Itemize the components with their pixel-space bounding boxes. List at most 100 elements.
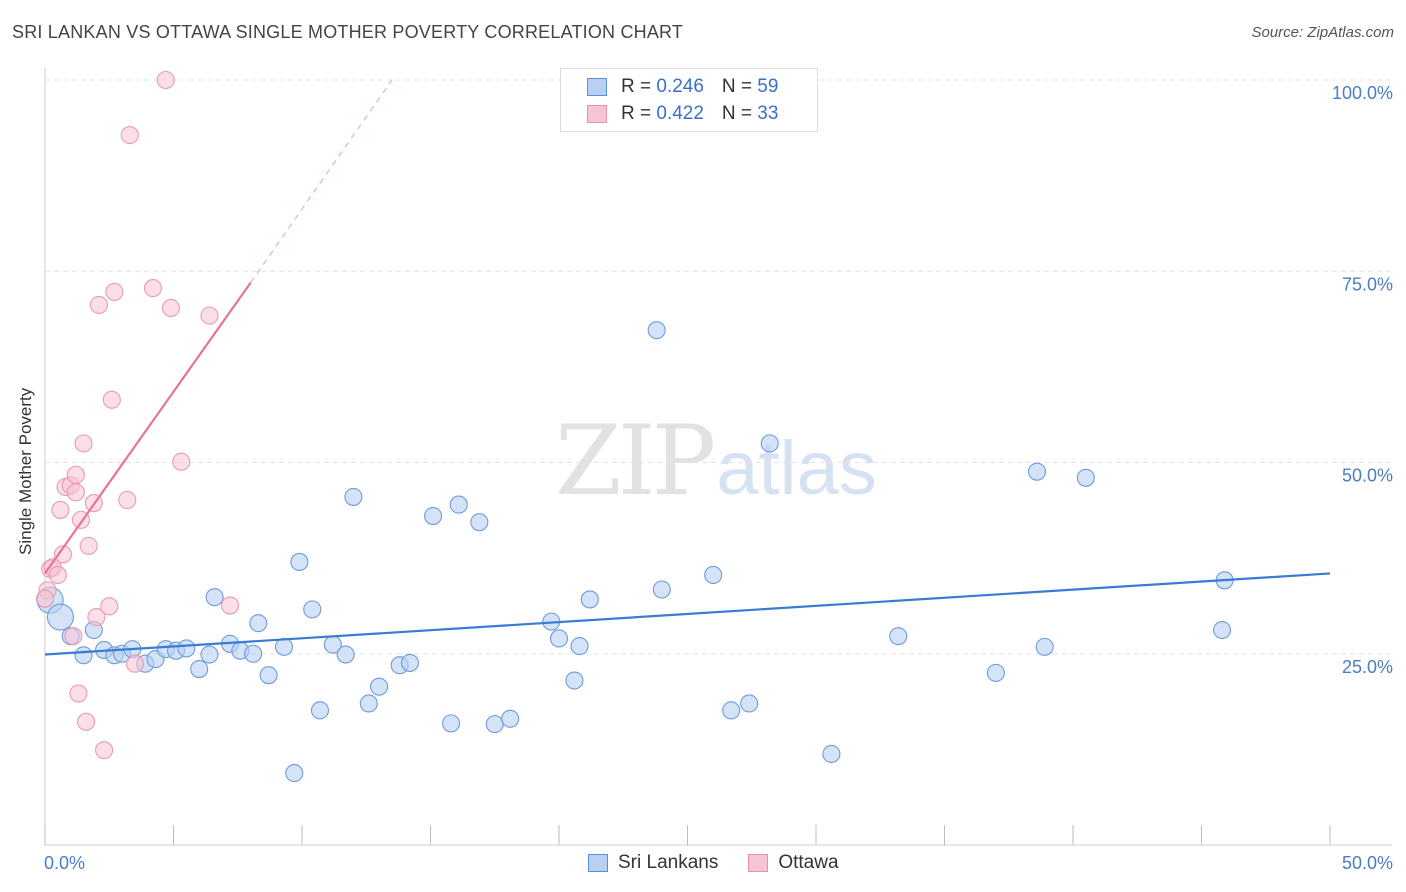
y-tick-label: 50.0% (1342, 466, 1393, 486)
point-ottawa (143, 279, 162, 298)
point-ottawa (172, 452, 191, 471)
point-sri-lankans (1213, 620, 1232, 640)
point-sri-lankans (652, 580, 671, 599)
point-sri-lankans (442, 714, 461, 733)
legend-n-label: N = (721, 76, 758, 97)
point-sri-lankans (501, 709, 520, 728)
point-sri-lankans (344, 487, 363, 506)
point-sri-lankans (722, 701, 741, 720)
x-tick-label: 0.0% (44, 853, 85, 873)
point-sri-lankans (704, 565, 723, 585)
point-sri-lankans (336, 645, 355, 664)
point-sri-lankans (400, 653, 419, 672)
legend-n-label: N = (721, 103, 758, 124)
point-sri-lankans (986, 663, 1005, 682)
point-sri-lankans (740, 694, 759, 713)
trendlines (44, 79, 1331, 656)
point-sri-lankans (205, 588, 224, 607)
point-sri-lankans (249, 614, 268, 633)
point-ottawa (87, 607, 106, 627)
point-ottawa (125, 654, 144, 673)
y-tick-label: 75.0% (1342, 274, 1393, 294)
point-ottawa (51, 500, 70, 519)
point-ottawa (105, 282, 124, 301)
point-sri-lankans (370, 677, 389, 696)
axes (44, 68, 1392, 846)
point-ottawa (48, 565, 67, 585)
point-sri-lankans (580, 590, 599, 609)
legend-r-value: 0.246 (656, 76, 704, 97)
point-ottawa (161, 298, 180, 318)
trendline-ottawa (44, 282, 252, 575)
tick-labels: 25.0% 50.0% 75.0% 100.0% 0.0% 50.0% (44, 83, 1393, 873)
legend-label-ottawa: Ottawa (778, 852, 839, 873)
y-tick-label: 25.0% (1342, 657, 1393, 677)
point-sri-lankans (424, 506, 443, 526)
legend-row-ottawa: R = 0.422 N = 33 (587, 102, 778, 126)
legend-swatch-ottawa (748, 854, 769, 872)
point-ottawa (95, 741, 114, 760)
point-sri-lankans (760, 434, 779, 453)
point-sri-lankans (565, 671, 584, 690)
point-sri-lankans (46, 603, 74, 631)
x-tick-label: 50.0% (1342, 853, 1393, 873)
point-ottawa (66, 483, 85, 502)
y-tick-label: 100.0% (1332, 83, 1393, 103)
point-sri-lankans (359, 694, 378, 713)
point-ottawa (77, 712, 96, 731)
point-ottawa (118, 490, 137, 510)
point-sri-lankans (485, 715, 504, 734)
watermark-atlas: atlas (716, 426, 877, 511)
trendline-ottawa-extension (250, 79, 393, 284)
point-sri-lankans (1076, 468, 1095, 487)
point-sri-lankans (177, 639, 196, 658)
point-ottawa (89, 295, 109, 314)
point-ottawa (35, 589, 55, 608)
point-sri-lankans (310, 701, 330, 720)
legend-swatch-blue (587, 78, 607, 96)
point-ottawa (156, 70, 175, 90)
point-ottawa (200, 306, 219, 325)
series-ottawa (35, 70, 240, 760)
point-sri-lankans (285, 764, 304, 783)
point-sri-lankans (1035, 637, 1054, 656)
point-sri-lankans (290, 552, 309, 572)
point-ottawa (69, 684, 88, 703)
point-sri-lankans (303, 600, 322, 619)
watermark: ZIPatlas (555, 405, 877, 517)
source-label: Source: ZipAtlas.com (1251, 24, 1394, 41)
point-sri-lankans (470, 513, 489, 532)
legend-swatch-sri-lankans (588, 854, 608, 872)
legend-swatch-pink (587, 105, 607, 123)
legend-r-label: R = (621, 103, 657, 124)
point-sri-lankans (449, 495, 468, 514)
legend-r-label: R = (621, 76, 657, 97)
point-ottawa (66, 465, 85, 484)
point-sri-lankans (549, 629, 569, 648)
point-sri-lankans (74, 646, 93, 665)
point-ottawa (220, 596, 240, 615)
legend-n-value: 33 (757, 103, 779, 124)
legend-n-value: 59 (757, 76, 779, 97)
legend-label-sri-lankans: Sri Lankans (618, 852, 719, 873)
point-ottawa (100, 597, 119, 616)
point-ottawa (79, 536, 98, 555)
point-sri-lankans (1027, 462, 1047, 481)
point-sri-lankans (570, 637, 589, 656)
correlation-legend: R = 0.246 N = 59 R = 0.422 N = 33 (560, 68, 818, 132)
series-sri-lankans (36, 321, 1234, 783)
point-ottawa (102, 390, 121, 409)
point-ottawa (64, 627, 83, 646)
point-sri-lankans (647, 321, 666, 340)
chart-title: SRI LANKAN VS OTTAWA SINGLE MOTHER POVER… (12, 22, 684, 42)
point-sri-lankans (190, 659, 209, 679)
point-sri-lankans (259, 666, 278, 685)
point-sri-lankans (889, 627, 908, 646)
watermark-zip: ZIP (555, 405, 716, 517)
point-ottawa (120, 126, 139, 145)
point-ottawa (74, 434, 93, 453)
point-sri-lankans (200, 645, 219, 664)
point-ottawa (53, 545, 73, 564)
y-axis-label: Single Mother Poverty (16, 387, 35, 555)
